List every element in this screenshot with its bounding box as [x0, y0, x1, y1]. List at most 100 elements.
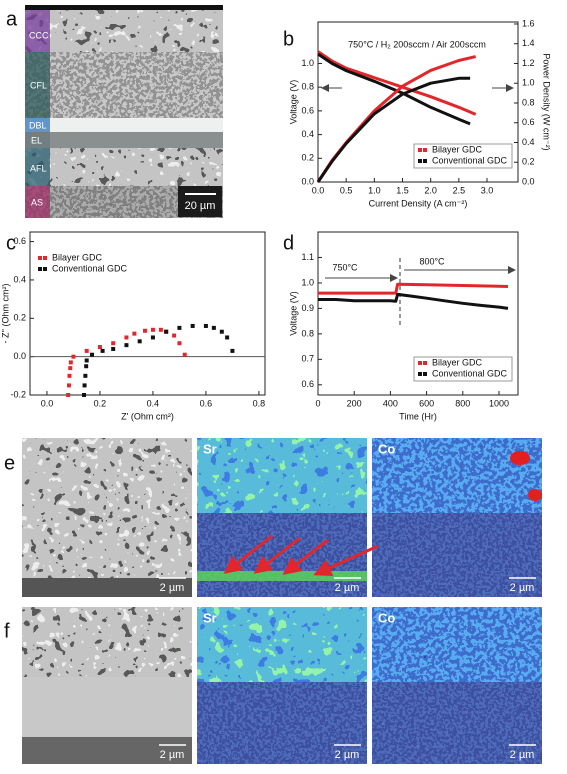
y-tick-label: 0.8	[301, 82, 314, 92]
sem-layer	[22, 737, 192, 764]
legend-swatch	[38, 256, 42, 260]
layer-band	[25, 10, 50, 52]
y2-tick-label: 1.2	[522, 58, 535, 68]
series-line	[318, 282, 509, 295]
y2-tick-label: 0.4	[522, 137, 535, 147]
point	[68, 366, 73, 371]
map-label: Sr	[203, 610, 217, 625]
legend-label: Bilayer GDC	[432, 144, 483, 154]
point	[66, 393, 71, 397]
layer-label: EL	[31, 135, 42, 145]
y-tick-label: 0.0	[13, 351, 26, 361]
legend-swatch	[418, 372, 422, 376]
point	[190, 323, 195, 328]
y2-tick-label: 0.0	[522, 176, 535, 186]
x-tick-label: 0.8	[253, 398, 266, 408]
y-tick-label: 0.6	[301, 379, 314, 389]
sr-map	[197, 607, 367, 682]
point	[124, 335, 129, 340]
y-tick-label: 0.9	[301, 303, 314, 313]
sem-layer	[25, 10, 223, 52]
map-label: Co	[378, 610, 395, 625]
panel-letter: e	[4, 452, 15, 474]
series-line	[316, 76, 471, 183]
legend-swatch	[423, 361, 427, 365]
x-tick-label: 1.5	[396, 185, 409, 195]
y2-tick-label: 1.0	[522, 78, 535, 88]
x-axis-label: Time (Hr)	[399, 411, 437, 421]
layer-band	[25, 186, 50, 218]
point	[142, 328, 147, 333]
scale-label: 2 µm	[510, 749, 535, 761]
legend-swatch	[418, 148, 422, 152]
sem-image	[22, 607, 192, 677]
sem-layer	[25, 52, 223, 118]
legend-label: Bilayer GDC	[52, 252, 103, 262]
sem-layer	[25, 132, 223, 148]
co-map	[372, 607, 542, 682]
scale-label: 2 µm	[160, 582, 185, 594]
co-map	[372, 513, 542, 597]
sr-map	[197, 513, 367, 597]
panel-letter: a	[6, 8, 18, 30]
red-arrows	[223, 534, 379, 577]
y-tick-label: 0.8	[301, 328, 314, 338]
legend-swatch	[43, 267, 47, 271]
layer-band	[25, 148, 50, 186]
map-label: Co	[378, 441, 395, 456]
point	[137, 339, 142, 344]
y-tick-label: 0.2	[301, 153, 314, 163]
point	[84, 364, 89, 369]
x-tick-label: 800	[455, 398, 470, 408]
point	[67, 373, 72, 378]
x-tick-label: 1000	[489, 398, 509, 408]
y-tick-label: 1.0	[301, 277, 314, 287]
x-tick-label: 0.5	[340, 185, 353, 195]
sr-map	[197, 682, 367, 764]
layer-label: AFL	[30, 163, 47, 173]
sr-map	[197, 438, 367, 513]
point	[83, 373, 88, 378]
panel-letter: b	[283, 28, 294, 50]
legend-swatch	[418, 159, 422, 163]
point	[182, 352, 187, 357]
scale-label: 20 µm	[185, 200, 216, 212]
x-tick-label: 0.6	[200, 398, 213, 408]
series-line	[317, 50, 477, 116]
point	[124, 343, 129, 348]
panel-letter: f	[4, 620, 10, 642]
panel-letter: d	[283, 232, 294, 254]
layer-label: AS	[31, 197, 43, 207]
y2-tick-label: 1.6	[522, 18, 535, 28]
y-tick-label: 1.0	[301, 58, 314, 68]
point	[172, 333, 177, 338]
co-hotspot	[510, 451, 530, 465]
point	[132, 331, 137, 336]
scale-label: 2 µm	[335, 749, 360, 761]
point	[225, 335, 230, 340]
x-tick-label: 0.4	[147, 398, 160, 408]
point	[71, 354, 76, 359]
y-tick-label: 0.4	[301, 129, 314, 139]
series-line	[318, 292, 509, 310]
legend-swatch	[423, 372, 427, 376]
sr-layer	[197, 571, 367, 581]
y-tick-label: 0.6	[13, 236, 26, 246]
layer-band	[25, 52, 50, 118]
x-tick-label: 0.0	[41, 398, 54, 408]
y2-tick-label: 0.6	[522, 117, 535, 127]
y-tick-label: 0.4	[13, 274, 26, 284]
x-tick-label: 1.0	[368, 185, 381, 195]
point	[111, 341, 116, 346]
legend-box	[413, 143, 513, 169]
y2-tick-label: 0.8	[522, 97, 535, 107]
y-tick-label: -0.2	[10, 389, 26, 399]
legend-swatch	[418, 361, 422, 365]
point	[111, 346, 116, 351]
legend-box	[34, 252, 132, 276]
x-tick-label: 3.0	[481, 185, 494, 195]
x-tick-label: 600	[419, 398, 434, 408]
point	[150, 335, 155, 340]
x-tick-label: 0	[315, 398, 320, 408]
